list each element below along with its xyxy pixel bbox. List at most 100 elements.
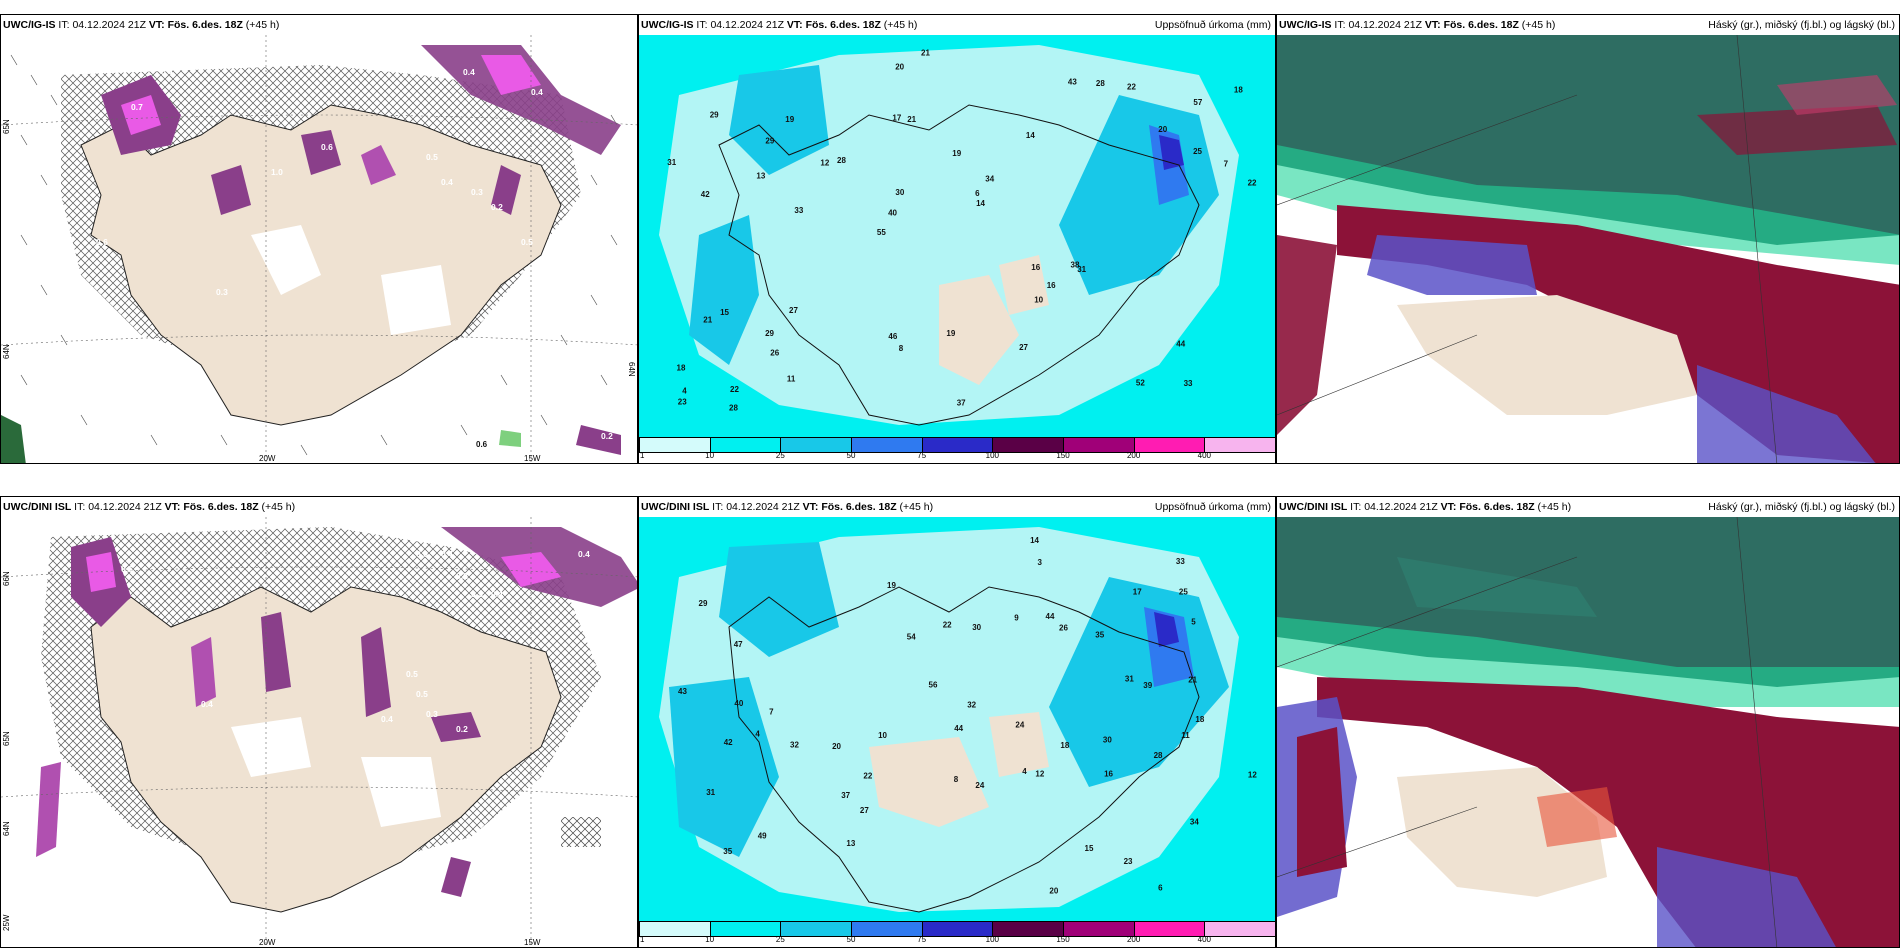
vt-label: VT: — [164, 501, 181, 513]
vt-value: Fös. 6.des. 18Z — [821, 501, 897, 513]
map-canvas — [1277, 516, 1899, 947]
precip-value: 0.2 — [456, 724, 468, 734]
lon-label: 20W — [259, 454, 276, 463]
precip-value: 0.2 — [491, 202, 503, 212]
precip-value: 3 — [1038, 558, 1043, 567]
lead-time: (+45 h) — [883, 19, 918, 31]
colorbar-cell — [639, 922, 710, 936]
precip-value: 10 — [878, 731, 887, 740]
precip-value: 30 — [972, 623, 981, 632]
precip-value: 11 — [1181, 731, 1190, 740]
colorbar-label: 100 — [985, 451, 1000, 460]
colorbar-cells — [639, 921, 1275, 937]
precip-value: 0.5 — [406, 669, 418, 679]
colorbar-cell — [709, 438, 781, 452]
colorbar-label: 400 — [1197, 935, 1212, 944]
colorbar-cell — [921, 438, 993, 452]
model-name: UWC/DINI ISL — [641, 501, 710, 513]
precip-values: 0.4 0.4 0.4 0.7 1.0 0.6 0.5 0.4 0.3 0.2 … — [96, 67, 613, 449]
precip-value: 15 — [720, 308, 729, 317]
colorbar-label: 1 — [639, 935, 645, 944]
precip-value: 39 — [1143, 681, 1152, 690]
model-name: UWC/IG-IS — [641, 19, 694, 31]
precip-value: 31 — [667, 158, 676, 167]
precip-value: 25 — [1193, 147, 1202, 156]
precip-value: 0.7 — [131, 102, 143, 112]
precip-colorbar: 1 10 25 50 75 100 150 200 400 — [639, 437, 1275, 463]
panel-top-middle: UWC/IG-IS IT: 04.12.2024 21Z VT: Fös. 6.… — [638, 14, 1276, 464]
precip-value: 0.3 — [426, 709, 438, 719]
model-name: UWC/DINI ISL — [3, 501, 72, 513]
colorbar-label: 150 — [1056, 935, 1070, 944]
precip-value: 14 — [976, 199, 985, 208]
precip-value: 4 — [755, 730, 760, 739]
colorbar-cell — [1063, 438, 1134, 452]
panel-header: UWC/IG-IS IT: 04.12.2024 21Z VT: Fös. 6.… — [1, 15, 637, 35]
map-canvas: 66N 65N 64N 25W 20W 15W 0.4 0.6 0.4 0.2 … — [1, 517, 637, 947]
vt-value: Fös. 6.des. 18Z — [167, 19, 243, 31]
precip-value: 0.2 — [456, 571, 468, 581]
precip-value: 28 — [1096, 79, 1105, 88]
precip-value: 22 — [1127, 82, 1136, 91]
it-value: 04.12.2024 21Z — [72, 19, 146, 31]
precip-value: 8 — [899, 344, 904, 353]
panel-top-right: UWC/IG-IS IT: 04.12.2024 21Z VT: Fös. 6.… — [1276, 14, 1900, 464]
colorbar-cell — [1204, 922, 1275, 936]
precip-value: 0.2 — [601, 431, 613, 441]
panel-header: UWC/DINI ISL IT: 04.12.2024 21Z VT: Fös.… — [1, 497, 637, 517]
colorbar-cell — [709, 922, 781, 936]
vt-value: Fös. 6.des. 18Z — [183, 501, 259, 513]
precip-value: 43 — [678, 687, 687, 696]
colorbar-cell — [780, 922, 852, 936]
colorbar-cells — [639, 437, 1275, 453]
panel-bottom-left: UWC/DINI ISL IT: 04.12.2024 21Z VT: Fös.… — [0, 496, 638, 948]
precip-value: 23 — [1124, 857, 1133, 866]
it-value: 04.12.2024 21Z — [88, 501, 162, 513]
precip-map: 6 4 4 29 34 47 49 20 35 22 26 23 27 19 24 31 30 32 43 35 33 3… — [639, 517, 1275, 921]
colorbar-cell — [1133, 438, 1205, 452]
precip-value: 17 — [892, 114, 901, 123]
precip-value: 27 — [1019, 343, 1028, 352]
precip-value: 5 — [1191, 617, 1196, 626]
precip-value: 40 — [888, 209, 897, 218]
precip-value: 21 — [703, 316, 712, 325]
panel-title: Uppsöfnuð úrkoma (mm) — [1154, 501, 1271, 513]
colorbar-label: 10 — [705, 935, 715, 944]
panel-bottom-middle: UWC/DINI ISL IT: 04.12.2024 21Z VT: Fös.… — [638, 496, 1276, 948]
precip-value: 12 — [1035, 770, 1044, 779]
colorbar-label: 200 — [1126, 935, 1141, 944]
map-canvas: 65N 64N 64N 20W 15W 0.4 0.4 0.4 0.7 1.0 … — [1, 35, 637, 463]
lon-label: 15W — [524, 454, 541, 463]
precip-value: 4 — [1022, 767, 1027, 776]
precip-value: 1.0 — [271, 167, 283, 177]
precip-values: 33 42 57 55 14 22 17 19 15 28 18 26 21 34 31 29 20 22 16 25… — [667, 49, 1257, 413]
lead-time: (+45 h) — [261, 501, 296, 513]
colorbar-cell — [780, 438, 852, 452]
precip-value: 0.4 — [161, 67, 173, 77]
precip-value: 0.6 — [416, 549, 428, 559]
lat-label: 65N — [2, 119, 11, 134]
precip-value: 21 — [907, 115, 916, 124]
it-label: IT: — [1334, 19, 1346, 31]
colorbar-cell — [1133, 922, 1205, 936]
panel-header: UWC/IG-IS IT: 04.12.2024 21Z VT: Fös. 6.… — [1277, 15, 1899, 35]
precip-value: 40 — [734, 699, 743, 708]
it-value: 04.12.2024 21Z — [710, 19, 784, 31]
precip-value: 0.4 — [381, 714, 393, 724]
colorbar-cell — [1063, 922, 1134, 936]
precip-value: 0.4 — [201, 699, 213, 709]
it-label: IT: — [74, 501, 86, 513]
colorbar-label: 150 — [1056, 451, 1070, 460]
it-label: IT: — [712, 501, 724, 513]
precip-map: 33 42 57 55 14 22 17 19 15 28 18 26 21 34 31 29 20 22 16 25… — [639, 35, 1275, 437]
colorbar-label: 100 — [985, 935, 1000, 944]
precip-value: 0.4 — [491, 589, 503, 599]
lead-time: (+45 h) — [1537, 501, 1572, 513]
precip-value: 4 — [682, 387, 687, 396]
precip-value: 43 — [1068, 78, 1077, 87]
model-name: UWC/IG-IS — [3, 19, 56, 31]
colorbar-label: 10 — [705, 451, 715, 460]
precip-value: 0.4 — [531, 87, 543, 97]
precip-value: 17 — [1133, 588, 1142, 597]
